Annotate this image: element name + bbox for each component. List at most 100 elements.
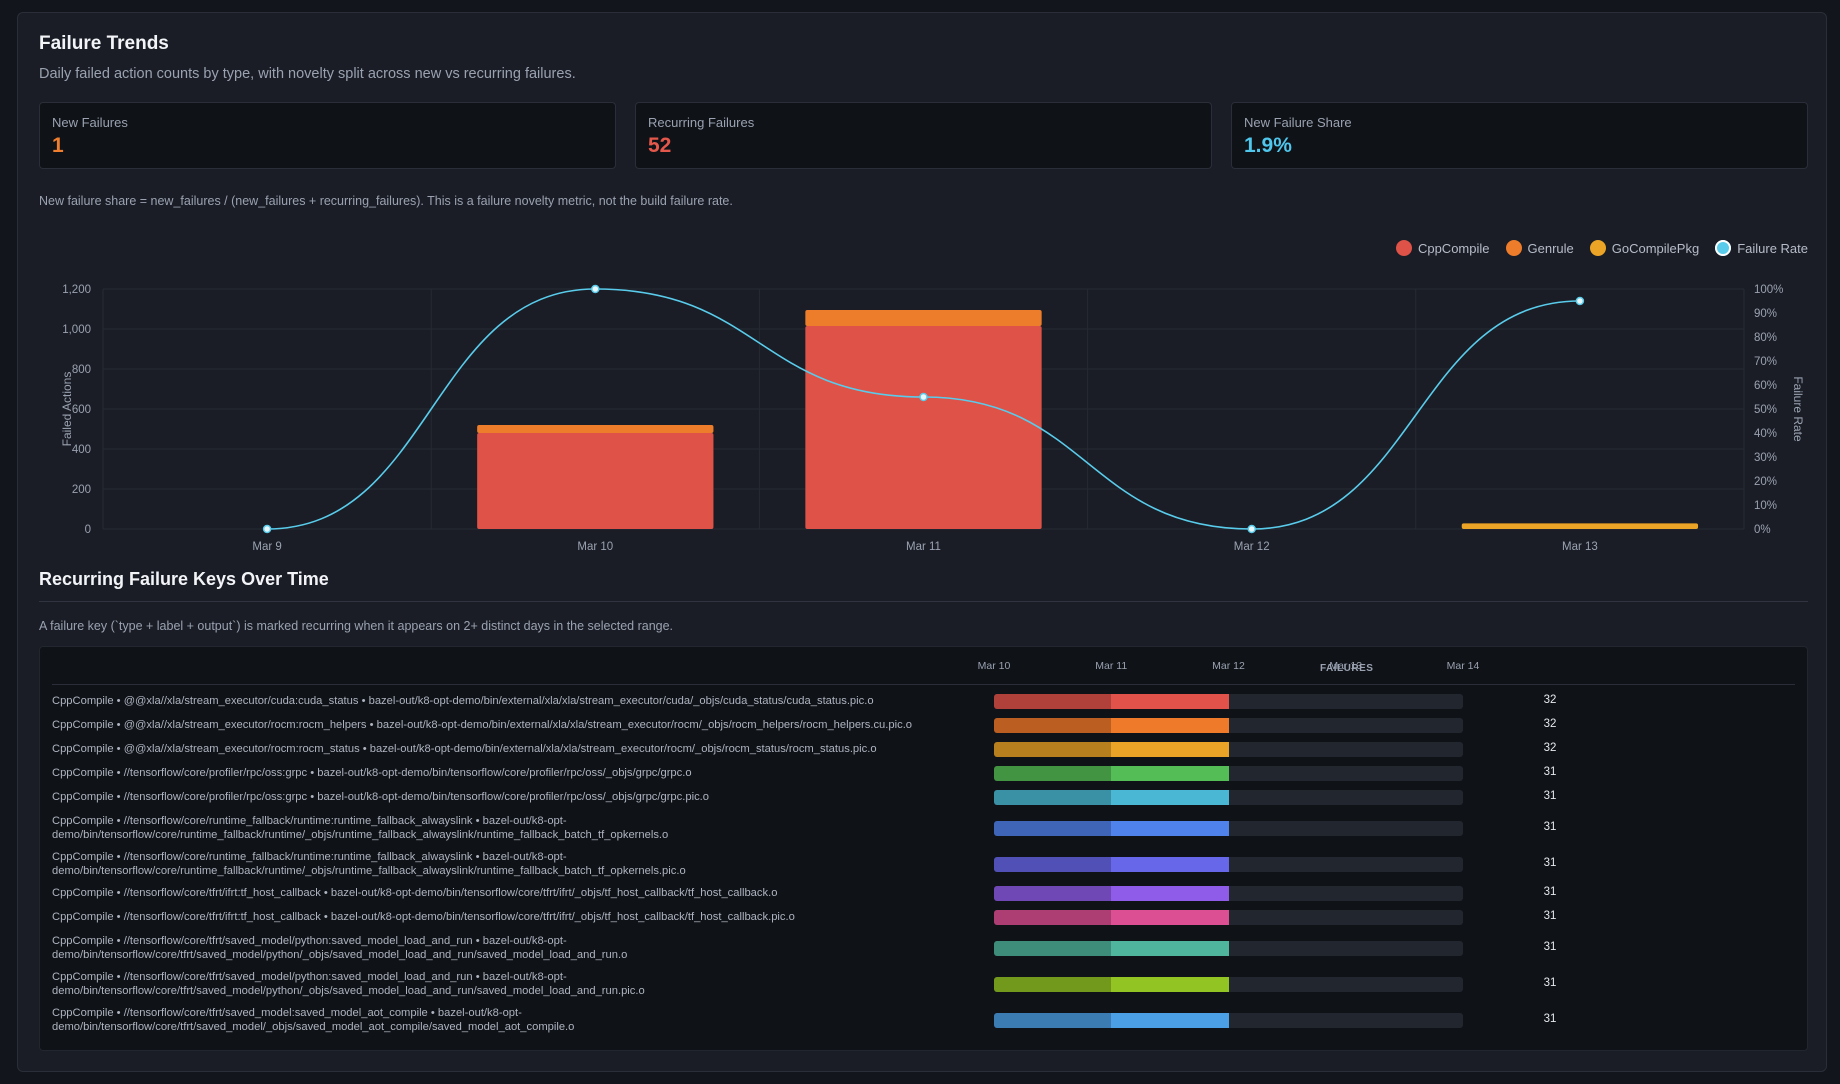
y2-tick-label: 90% (1754, 308, 1777, 320)
timeline-track (994, 940, 1463, 956)
timeline-segment (994, 885, 1112, 901)
legend-label: CppCompile (1417, 240, 1490, 256)
failure-trends-card: Failure Trends Daily failed action count… (17, 12, 1827, 1072)
failure-rate-point (1575, 296, 1585, 306)
y-tick-label: 0 (85, 524, 91, 536)
y2-tick-label: 30% (1754, 452, 1777, 464)
legend-swatch (1395, 240, 1412, 256)
day-header: Mar 14 (1446, 660, 1480, 672)
y2-tick-label: 80% (1754, 332, 1777, 344)
failure-key-label: CppCompile • //tensorflow/core/runtime_f… (52, 851, 686, 877)
legend-label: Genrule (1527, 240, 1574, 256)
y2-tick-label: 100% (1754, 284, 1783, 296)
stat-value: 52 (648, 134, 672, 157)
y-tick-label: 200 (72, 484, 91, 496)
timeline-segment (1111, 1012, 1229, 1028)
table-row[interactable]: CppCompile • //tensorflow/core/tfrt/save… (40, 1006, 1807, 1034)
day-header: Mar 11 (1095, 660, 1128, 672)
timeline-segment (994, 765, 1112, 781)
y2-tick-label: 10% (1754, 500, 1777, 512)
failure-rate-point (1247, 524, 1256, 534)
timeline-segment (994, 717, 1112, 733)
bar-segment (477, 425, 714, 433)
table-row[interactable]: CppCompile • //tensorflow/core/tfrt/ifrt… (40, 885, 1807, 901)
table-row[interactable]: CppCompile • //tensorflow/core/tfrt/save… (40, 970, 1807, 998)
failure-key-label: CppCompile • //tensorflow/core/tfrt/save… (52, 971, 645, 997)
timeline-segment (1111, 741, 1229, 757)
stat-value: 1 (52, 134, 64, 157)
stat-new-failures: New Failures 1 (39, 102, 616, 169)
timeline-track (994, 976, 1463, 992)
x-tick-label: Mar 12 (1234, 541, 1270, 553)
legend-item[interactable]: CppCompile (1395, 240, 1490, 256)
timeline-track (994, 885, 1463, 901)
failure-rate-point (591, 284, 600, 294)
timeline-track (994, 693, 1463, 709)
failure-count: 32 (1543, 694, 1557, 706)
timeline-segment (994, 856, 1112, 872)
failure-key-label: CppCompile • @@xla//xla/stream_executor/… (52, 719, 913, 731)
failure-count: 31 (1543, 766, 1557, 778)
stat-label: Recurring Failures (648, 115, 755, 130)
failure-key-label: CppCompile • //tensorflow/core/tfrt/save… (52, 935, 628, 961)
table-row[interactable]: CppCompile • //tensorflow/core/runtime_f… (40, 814, 1807, 842)
table-row[interactable]: CppCompile • @@xla//xla/stream_executor/… (40, 741, 1807, 757)
metric-note: New failure share = new_failures / (new_… (39, 194, 733, 208)
bar-segment (805, 310, 1042, 326)
failure-count: 31 (1543, 857, 1557, 869)
legend-item[interactable]: GoCompilePkg (1589, 240, 1700, 256)
bar-segment (805, 326, 1042, 529)
timeline-track (994, 765, 1463, 781)
y-tick-label: 400 (72, 444, 91, 456)
timeline-segment (994, 909, 1112, 925)
day-header: Mar 12 (1212, 660, 1245, 672)
timeline-segment (1111, 789, 1229, 805)
legend-label: GoCompilePkg (1611, 240, 1700, 256)
day-header: Mar 10 (977, 660, 1011, 672)
failure-key-label: CppCompile • //tensorflow/core/tfrt/save… (52, 1007, 575, 1033)
table-row[interactable]: CppCompile • //tensorflow/core/runtime_f… (40, 850, 1807, 878)
timeline-segment (1111, 909, 1229, 925)
header-divider (52, 684, 1795, 685)
legend-item[interactable]: Genrule (1505, 240, 1574, 256)
failures-header: FAILURES (1320, 663, 1374, 674)
timeline-track (994, 1012, 1463, 1028)
failure-key-label: CppCompile • //tensorflow/core/profiler/… (52, 767, 692, 779)
table-row[interactable]: CppCompile • @@xla//xla/stream_executor/… (40, 693, 1807, 709)
y-tick-label: 1,000 (62, 324, 91, 336)
legend-item[interactable]: Failure Rate (1715, 240, 1808, 256)
timeline-segment (994, 741, 1112, 757)
table-row[interactable]: CppCompile • //tensorflow/core/profiler/… (40, 789, 1807, 805)
failure-rate-point (262, 524, 272, 534)
table-row[interactable]: CppCompile • //tensorflow/core/tfrt/save… (40, 934, 1807, 962)
failure-key-label: CppCompile • //tensorflow/core/tfrt/ifrt… (52, 887, 778, 899)
timeline-segment (1111, 765, 1229, 781)
legend-label: Failure Rate (1737, 240, 1808, 256)
table-row[interactable]: CppCompile • //tensorflow/core/tfrt/ifrt… (40, 909, 1807, 925)
bar-segment (1461, 523, 1699, 529)
timeline-segment (1111, 820, 1229, 836)
table-row[interactable]: CppCompile • @@xla//xla/stream_executor/… (40, 717, 1807, 733)
failure-rate-point (919, 392, 928, 402)
failure-count: 31 (1543, 790, 1557, 802)
recurring-keys-table: FAILURES Mar 10 Mar 11 Mar 12 Mar 13 Mar 14 C… (39, 646, 1808, 1051)
timeline-segment (1111, 940, 1229, 956)
y2-tick-label: 50% (1754, 404, 1777, 416)
chart-legend: CppCompile Genrule GoCompilePkg Failure Rat… (1395, 240, 1808, 256)
timeline-segment (1111, 976, 1229, 992)
stat-new-failure-share: New Failure Share 1.9% (1231, 102, 1808, 169)
section-note: A failure key (`type + label + output`) … (39, 619, 674, 633)
failure-trends-chart: 0 200 400 600 800 1,000 1,200 0% 10% 20% 30% 40% 50%… (60, 284, 1805, 553)
timeline-segment (994, 820, 1112, 836)
failure-key-label: CppCompile • @@xla//xla/stream_executor/… (52, 743, 877, 755)
timeline-track (994, 741, 1463, 757)
y2-tick-label: 70% (1754, 356, 1777, 368)
timeline-segment (1111, 693, 1229, 709)
x-tick-label: Mar 10 (577, 541, 613, 553)
x-tick-label: Mar 13 (1562, 541, 1598, 553)
section-title: Recurring Failure Keys Over Time (39, 569, 329, 589)
x-tick-label: Mar 9 (252, 541, 281, 553)
x-tick-label: Mar 11 (906, 541, 941, 553)
failure-key-label: CppCompile • //tensorflow/core/runtime_f… (52, 815, 669, 841)
table-row[interactable]: CppCompile • //tensorflow/core/profiler/… (40, 765, 1807, 781)
